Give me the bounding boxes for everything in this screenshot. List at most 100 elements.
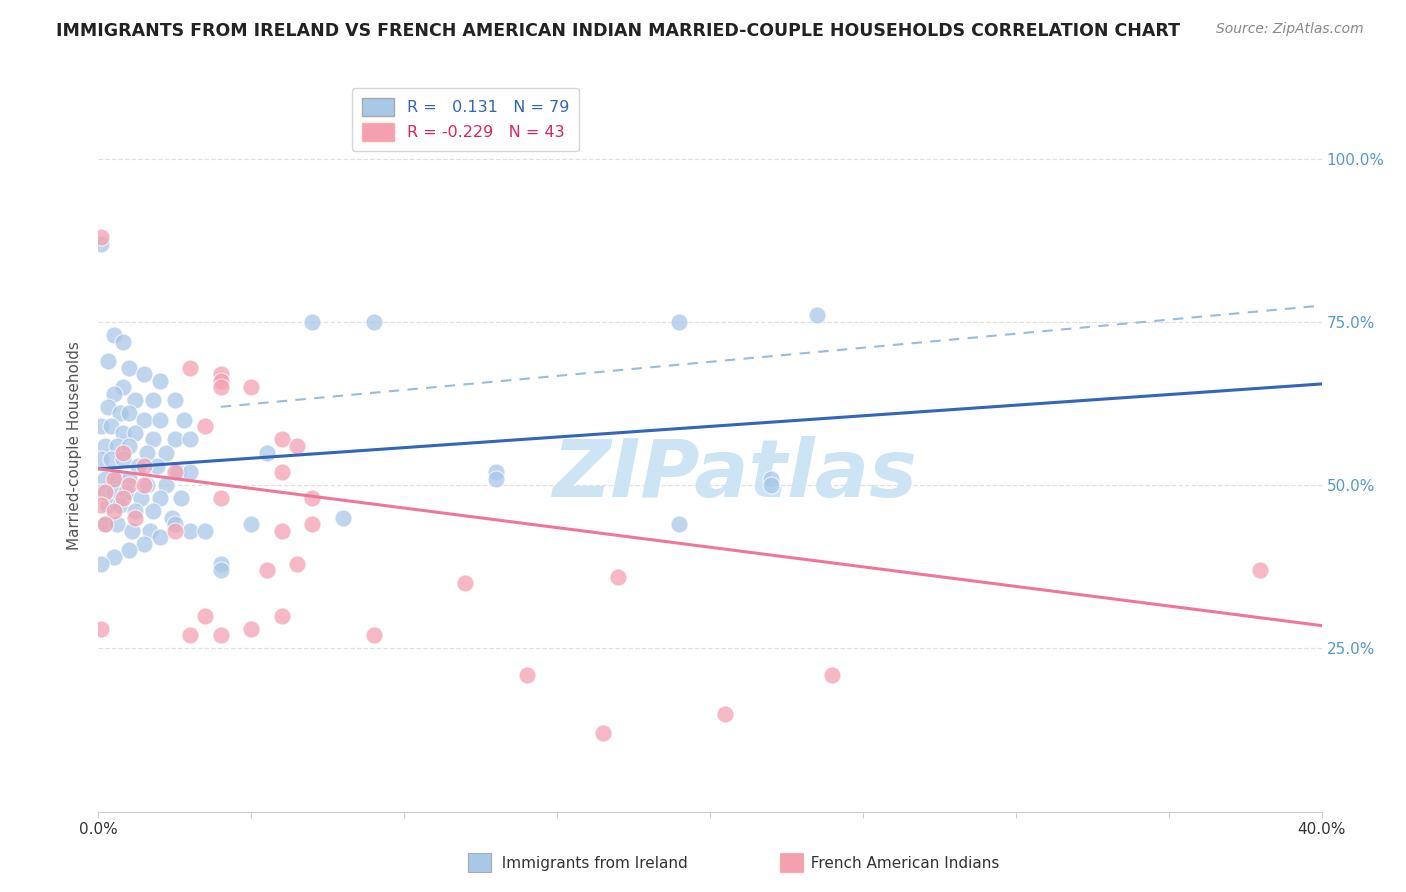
Point (516, 667, 538, 681)
Point (194, 608, 217, 623)
Point (301, 517, 323, 532)
Point (485, 472, 508, 486)
Point (270, 608, 292, 623)
Point (90, 498, 112, 512)
Y-axis label: Married-couple Households: Married-couple Households (67, 342, 83, 550)
Point (179, 360, 201, 375)
Point (1249, 563, 1271, 577)
Point (93, 472, 115, 486)
Point (127, 458, 149, 473)
Point (136, 478, 159, 492)
Text: French American Indians: French American Indians (801, 856, 1000, 871)
Point (100, 452, 122, 467)
Point (121, 524, 143, 538)
Point (118, 406, 141, 420)
Point (149, 530, 172, 544)
Point (179, 628, 201, 642)
Point (134, 458, 156, 473)
Point (134, 367, 156, 381)
Point (668, 517, 690, 532)
Point (173, 413, 195, 427)
Point (179, 465, 201, 479)
Point (90, 484, 112, 499)
Point (118, 472, 141, 486)
Point (155, 445, 177, 459)
Point (134, 413, 156, 427)
Point (240, 622, 263, 636)
Point (118, 543, 141, 558)
Point (240, 517, 263, 532)
Point (129, 491, 152, 506)
Point (485, 465, 508, 479)
Point (108, 498, 131, 512)
Point (134, 478, 156, 492)
Point (103, 549, 125, 564)
Point (100, 419, 122, 434)
Legend: R =   0.131   N = 79, R = -0.229   N = 43: R = 0.131 N = 79, R = -0.229 N = 43 (353, 88, 578, 151)
Point (124, 425, 146, 440)
Point (93, 439, 115, 453)
Point (103, 504, 125, 518)
Point (270, 465, 292, 479)
Point (111, 452, 134, 467)
Point (209, 380, 232, 394)
Point (363, 315, 385, 329)
FancyBboxPatch shape (468, 853, 491, 872)
Point (124, 504, 146, 518)
Point (111, 380, 134, 394)
Point (209, 374, 232, 388)
Point (97, 354, 120, 368)
Point (149, 413, 172, 427)
Point (240, 380, 263, 394)
Point (118, 478, 141, 492)
Point (111, 445, 134, 459)
Point (97, 400, 120, 414)
FancyBboxPatch shape (780, 853, 803, 872)
Point (256, 445, 278, 459)
Point (90, 230, 112, 244)
Point (155, 478, 177, 492)
Point (285, 557, 308, 571)
Text: Immigrants from Ireland: Immigrants from Ireland (492, 856, 688, 871)
Point (103, 386, 125, 401)
Point (105, 517, 128, 532)
Point (111, 491, 134, 506)
Point (806, 309, 828, 323)
Point (90, 236, 112, 251)
Point (163, 393, 186, 408)
Point (256, 563, 278, 577)
Point (270, 433, 292, 447)
Point (209, 491, 232, 506)
Point (142, 433, 165, 447)
Point (90, 622, 112, 636)
Point (170, 491, 193, 506)
Point (285, 439, 308, 453)
Point (90, 419, 112, 434)
Point (111, 425, 134, 440)
Point (759, 472, 782, 486)
Point (163, 517, 186, 532)
Point (134, 537, 156, 551)
Point (90, 452, 112, 467)
Point (103, 484, 125, 499)
Point (93, 484, 115, 499)
Point (149, 491, 172, 506)
Point (160, 511, 183, 525)
Text: Source: ZipAtlas.com: Source: ZipAtlas.com (1216, 22, 1364, 37)
Point (142, 504, 165, 518)
Point (163, 524, 186, 538)
Point (105, 472, 128, 486)
Point (145, 458, 167, 473)
Point (332, 511, 354, 525)
Point (103, 472, 125, 486)
Point (668, 315, 690, 329)
Point (301, 315, 323, 329)
Point (108, 406, 131, 420)
Point (111, 334, 134, 349)
Point (97, 498, 120, 512)
Point (136, 445, 159, 459)
Point (118, 360, 141, 375)
Point (179, 433, 201, 447)
Point (301, 491, 323, 506)
Point (592, 726, 614, 740)
